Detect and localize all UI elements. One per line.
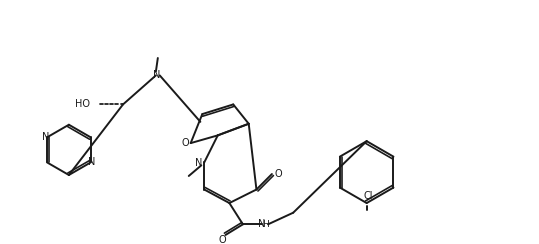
Text: O: O <box>219 235 226 244</box>
Text: N: N <box>258 219 265 229</box>
Text: N: N <box>153 71 161 81</box>
Text: N: N <box>43 132 50 142</box>
Text: O: O <box>275 169 282 179</box>
Text: N: N <box>195 158 202 168</box>
Text: Cl: Cl <box>364 191 374 201</box>
Text: O: O <box>181 138 189 148</box>
Text: H: H <box>262 220 268 229</box>
Text: HO: HO <box>75 99 90 109</box>
Text: N: N <box>88 157 95 167</box>
